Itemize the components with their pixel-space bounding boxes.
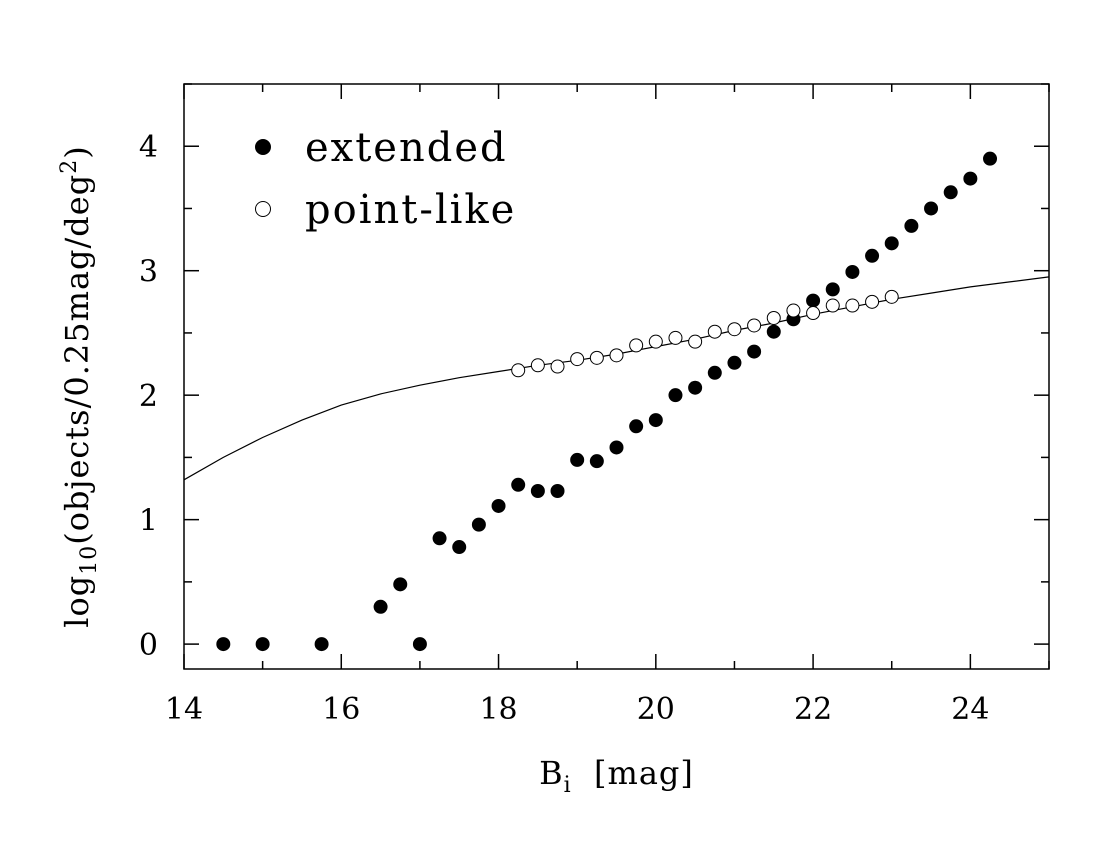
point-like-point [589,350,604,365]
extended-point [491,498,506,513]
x-tick-label: 14 [165,692,203,727]
extended-point [806,293,821,308]
extended-point [589,454,604,469]
y-axis-label-log: log [58,575,96,628]
y-tick-label: 1 [139,504,158,539]
point-like-point [727,322,742,337]
extended-point [216,637,231,652]
point-like-point [688,334,703,349]
extended-point [865,248,880,263]
y-tick-label: 4 [139,130,158,165]
legend: extended point-like [255,125,516,233]
point-like-point [550,359,565,374]
x-axis-label: Bi [mag] [539,754,694,798]
x-tick-label: 24 [951,692,989,727]
extended-point [452,540,467,555]
point-like-point [884,289,899,304]
point-like-point [609,348,624,363]
point-like-point [707,324,722,339]
extended-point [668,388,683,403]
extended-point [747,344,762,359]
extended-point [688,380,703,395]
extended-point [825,282,840,297]
legend-label-point-like: point-like [305,187,516,233]
extended-point [943,185,958,200]
extended-point [924,201,939,216]
x-axis-label-unit: [mag] [572,754,694,792]
legend-marker-extended [255,139,271,155]
y-axis-label: log10(objects/0.25mag/deg2) [57,145,102,627]
extended-point [570,452,585,467]
extended-point [412,637,427,652]
legend-label-extended: extended [305,125,508,171]
x-tick-label: 22 [794,692,832,727]
series-points-group [216,151,998,652]
extended-point [983,151,998,166]
extended-point [629,419,644,434]
extended-point [550,484,565,499]
extended-point [904,218,919,233]
point-like-point [530,358,545,373]
point-like-point [806,306,821,321]
extended-point [609,440,624,455]
extended-point [511,477,526,492]
point-like-point [766,311,781,325]
ticks-group [183,83,1050,669]
y-axis-label-superscript: 2 [57,159,82,174]
y-tick-label: 3 [139,255,158,290]
extended-point [963,171,978,186]
point-like-point [845,298,860,313]
point-like-point [570,352,585,367]
point-like-point [747,318,762,333]
x-axis-label-main: B [539,754,564,792]
extended-point [314,637,329,652]
plot-frame [183,83,1050,670]
point-like-point [648,334,663,349]
extended-point [432,531,447,546]
y-tick-label: 0 [139,628,158,663]
point-like-point [786,303,801,318]
extended-point [648,413,663,428]
extended-point [845,264,860,279]
extended-point [373,599,388,614]
tick-labels-group: 14 16 18 20 22 24 0 1 2 3 4 [139,130,990,727]
x-tick-label: 18 [479,692,517,727]
extended-point [393,577,408,592]
legend-marker-point-like [255,201,271,217]
extended-point [884,236,899,251]
point-like-point [825,298,840,313]
y-axis-label-close: ) [58,145,96,158]
y-axis-label-subscript: 10 [77,545,102,575]
y-tick-label: 2 [139,379,158,414]
extended-point [530,484,545,499]
y-axis-label-main: (objects/0.25mag/deg [58,174,96,545]
extended-point [471,517,486,532]
extended-point [766,324,781,339]
extended-point [707,365,722,380]
extended-point [255,637,270,652]
point-like-point [511,363,526,378]
x-axis-label-subscript: i [564,773,572,798]
x-tick-label: 20 [637,692,675,727]
point-like-point [865,294,880,309]
point-like-point [629,338,644,353]
x-tick-label: 16 [322,692,360,727]
extended-point [727,355,742,370]
point-like-point [668,330,683,345]
